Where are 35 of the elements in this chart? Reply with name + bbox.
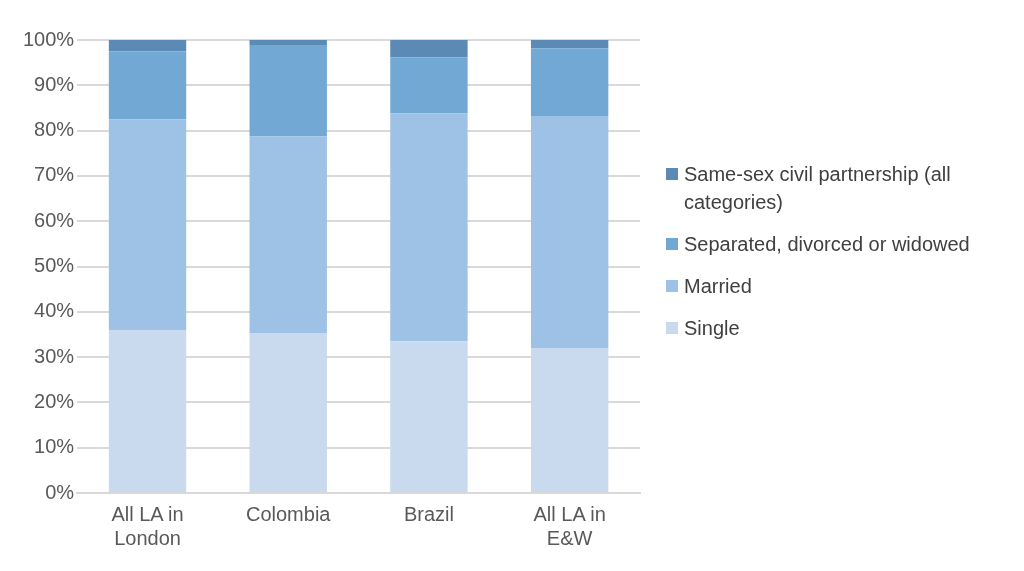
y-tick-label: 0% bbox=[45, 480, 75, 503]
x-tick-label: Colombia bbox=[245, 502, 332, 525]
x-tick-label: All LA in London bbox=[111, 502, 184, 549]
y-tick-label: 30% bbox=[34, 344, 75, 367]
bar bbox=[390, 341, 468, 492]
x-tick-label: Brazil bbox=[403, 502, 454, 525]
y-tick-label: 70% bbox=[34, 163, 75, 186]
bar bbox=[108, 329, 187, 492]
bar bbox=[530, 116, 609, 349]
bar bbox=[249, 136, 327, 334]
bar bbox=[108, 40, 187, 52]
bar bbox=[390, 57, 468, 114]
y-tick-label: 20% bbox=[34, 389, 75, 412]
bar bbox=[249, 44, 327, 137]
bar bbox=[390, 113, 468, 342]
y-tick-label: 50% bbox=[34, 254, 75, 277]
bar bbox=[249, 333, 327, 492]
y-tick-label: 40% bbox=[34, 299, 75, 322]
x-tick-label: All LA in E&W bbox=[533, 502, 606, 549]
bar bbox=[249, 40, 327, 45]
bar bbox=[108, 51, 187, 120]
y-tick-label: 100% bbox=[23, 27, 75, 50]
y-tick-label: 90% bbox=[34, 72, 75, 95]
y-tick-label: 60% bbox=[34, 208, 75, 231]
legend-label: Married bbox=[684, 274, 752, 299]
bar bbox=[390, 40, 468, 58]
bar bbox=[108, 119, 187, 330]
bar bbox=[530, 40, 609, 49]
legend-label: Single bbox=[684, 316, 740, 341]
legend-label: Same-sex civil partnership (all categories) bbox=[684, 162, 952, 215]
legend-label: Separated, divorced or widowed bbox=[684, 232, 970, 257]
bar bbox=[530, 348, 609, 492]
y-tick-label: 10% bbox=[34, 435, 75, 458]
y-tick-label: 80% bbox=[34, 118, 75, 141]
bar bbox=[530, 48, 609, 117]
